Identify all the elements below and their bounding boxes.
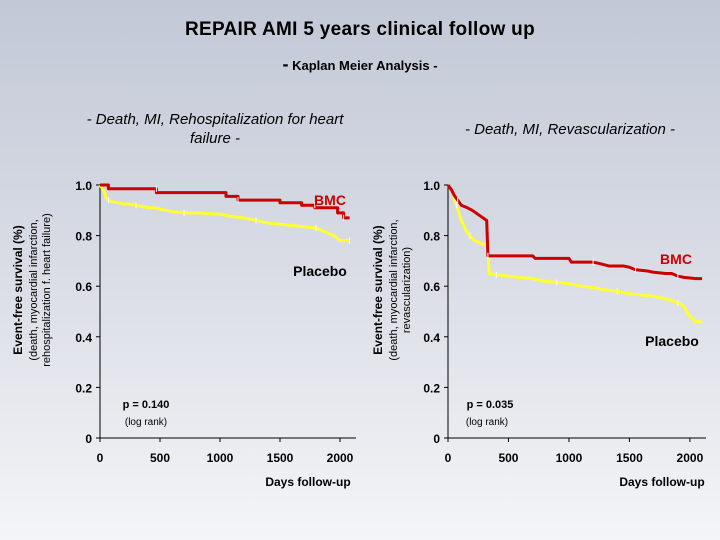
left-p-value: p = 0.140 (123, 399, 170, 411)
right-log-rank-note: (log rank) (466, 417, 508, 428)
right-y-tick-label: 0 (433, 432, 440, 446)
right-y-axis-label-line2: (death, myocardial infarction, (388, 219, 400, 360)
right-chart-title: - Death, MI, Revascularization - (464, 121, 676, 138)
left-x-tick-label: 500 (150, 451, 170, 465)
right-x-tick-label: 500 (498, 451, 518, 465)
right-y-tick-label: 0.6 (423, 280, 440, 294)
left-log-rank-note: (log rank) (125, 417, 167, 428)
left-x-tick-label: 1500 (267, 451, 294, 465)
right-y-axis-label-line1: Event-free survival (%) (371, 225, 385, 354)
left-y-tick-label: 0.4 (75, 331, 92, 345)
left-y-tick-label: 0.6 (75, 280, 92, 294)
slide-title: REPAIR AMI 5 years clinical follow up (184, 19, 535, 40)
slide-subtitle: - Kaplan Meier Analysis - (0, 54, 720, 75)
left-placebo-label: Placebo (293, 263, 347, 279)
right-x-tick-label: 0 (445, 451, 452, 465)
left-placebo-curve (98, 184, 350, 243)
left-chart-title: - Death, MI, Rehospitalization for heart… (86, 111, 344, 147)
left-x-tick-label: 2000 (327, 451, 354, 465)
right-y-tick-label: 0.4 (423, 331, 440, 345)
right-x-tick-label: 1000 (556, 451, 583, 465)
right-x-tick-label: 1500 (616, 451, 643, 465)
right-x-axis-label: Days follow-up (619, 475, 704, 489)
right-y-tick-label: 1.0 (423, 179, 440, 193)
left-x-axis-label: Days follow-up (265, 475, 350, 489)
left-x-tick-label: 0 (97, 451, 104, 465)
right-y-axis-label-line3: revascularization) (401, 247, 413, 333)
left-x-tick-label: 1000 (207, 451, 234, 465)
left-y-axis-label-line1: Event-free survival (%) (11, 225, 25, 354)
right-y-tick-label: 0.2 (423, 381, 440, 395)
left-y-tick-label: 0.8 (75, 230, 92, 244)
left-y-axis-label-line3: rehospitalization f. heart failure) (41, 213, 53, 366)
right-bmc-label: BMC (660, 251, 692, 267)
left-y-tick-label: 0.2 (75, 381, 92, 395)
left-y-tick-label: 0 (85, 432, 92, 446)
left-y-tick-label: 1.0 (75, 179, 92, 193)
left-y-axis-label-line2: (death, myocardial infarction, (28, 219, 40, 360)
subtitle-dash: - (282, 54, 289, 74)
left-bmc-label: BMC (314, 192, 346, 208)
subtitle-text: Kaplan Meier Analysis - (292, 58, 438, 73)
right-p-value: p = 0.035 (467, 399, 514, 411)
right-y-tick-label: 0.8 (423, 230, 440, 244)
left-bmc-curve (100, 183, 350, 220)
right-placebo-curve (446, 184, 702, 324)
right-placebo-label: Placebo (645, 333, 699, 349)
right-x-tick-label: 2000 (677, 451, 704, 465)
